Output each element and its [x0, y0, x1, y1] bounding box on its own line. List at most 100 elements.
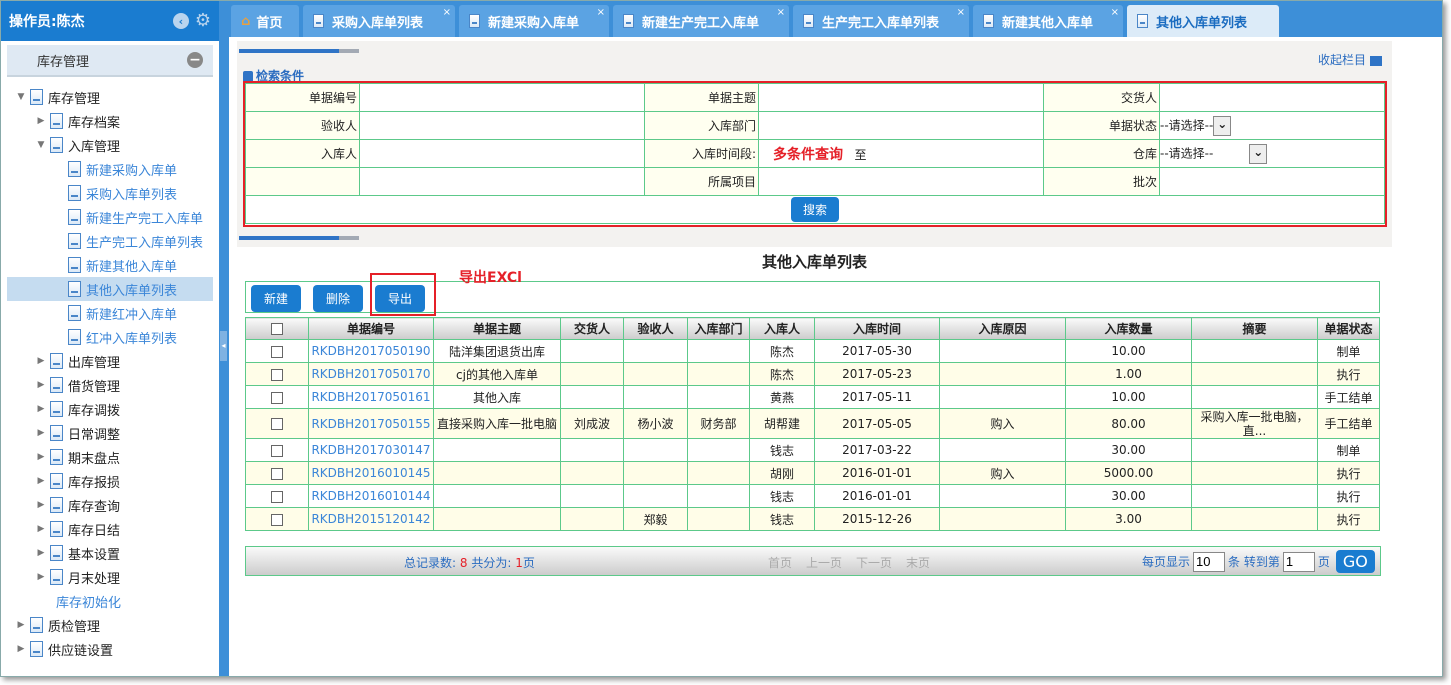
prev-page-link[interactable]: 上一页 — [806, 556, 843, 570]
doc-no-link[interactable]: RKDBH2017030147 — [311, 443, 431, 457]
doc-no-link[interactable]: RKDBH2016010145 — [311, 466, 431, 480]
tab[interactable]: 新建生产完工入库单 × — [613, 5, 789, 37]
column-header[interactable]: 单据状态 — [1317, 317, 1380, 340]
close-icon[interactable]: × — [776, 7, 785, 18]
sidebar-item[interactable]: ▶ 日常调整 — [7, 421, 213, 445]
table-row[interactable]: RKDBH2017050155 直接采购入库一批电脑 刘成波 杨小波 财务部 胡帮建 201… — [245, 408, 1380, 439]
tab[interactable]: ⌂ 首页 — [231, 5, 299, 37]
sidebar-item[interactable]: ▶ 库存日结 — [7, 517, 213, 541]
table-row[interactable]: RKDBH2017050161 其他入库 黄燕 2017-05-11 10.00 手工结单 — [245, 385, 1380, 409]
sidebar-item[interactable]: ▶ 基本设置 — [7, 541, 213, 565]
batch-input[interactable] — [1159, 167, 1385, 196]
collapsed-arrow-icon[interactable]: ▶ — [37, 428, 45, 438]
column-header[interactable]: 交货人 — [560, 317, 624, 340]
collapse-panel-icon[interactable]: − — [187, 52, 203, 68]
last-page-link[interactable]: 末页 — [906, 556, 931, 570]
goto-page-input[interactable] — [1282, 551, 1315, 572]
receiver-input[interactable] — [359, 111, 645, 140]
collapsed-arrow-icon[interactable]: ▶ — [37, 476, 45, 486]
deliverer-input[interactable] — [1159, 83, 1385, 112]
doc-no-link[interactable]: RKDBH2017050190 — [311, 344, 431, 358]
row-checkbox[interactable] — [245, 408, 309, 439]
expanded-arrow-icon[interactable]: ▼ — [37, 140, 45, 150]
sidebar-item[interactable]: ▶ 库存报损 — [7, 469, 213, 493]
per-page-input[interactable] — [1193, 551, 1226, 572]
collapsed-arrow-icon[interactable]: ▶ — [37, 524, 45, 534]
sidebar-item[interactable]: ▼ 入库管理 — [7, 133, 213, 157]
sidebar-item[interactable]: 新建其他入库单 — [7, 253, 213, 277]
expanded-arrow-icon[interactable]: ▼ — [17, 92, 25, 102]
splitter-handle-icon[interactable]: ◂ — [220, 331, 227, 361]
new-button[interactable]: 新建 — [251, 285, 302, 312]
tab[interactable]: 新建采购入库单 × — [459, 5, 609, 37]
sidebar-item[interactable]: 新建生产完工入库单 — [7, 205, 213, 229]
close-icon[interactable]: × — [1110, 7, 1119, 18]
dept-input[interactable] — [758, 111, 1044, 140]
row-checkbox[interactable] — [245, 484, 309, 508]
chevron-down-icon[interactable]: ⌄ — [1249, 143, 1268, 164]
column-header[interactable]: 入库部门 — [687, 317, 750, 340]
doc-no-link[interactable]: RKDBH2015120142 — [311, 512, 431, 526]
sidebar-item[interactable]: ▶ 供应链设置 — [7, 637, 213, 661]
column-header[interactable]: 入库时间 — [814, 317, 940, 340]
search-button[interactable]: 搜索 — [790, 197, 839, 222]
column-header[interactable]: 验收人 — [623, 317, 688, 340]
table-row[interactable]: RKDBH2017030147 钱志 2017-03-22 30.00 制单 — [245, 438, 1380, 462]
close-icon[interactable]: × — [596, 7, 605, 18]
collapsed-arrow-icon[interactable]: ▶ — [37, 572, 45, 582]
sidebar-item[interactable]: ▶ 出库管理 — [7, 349, 213, 373]
close-icon[interactable]: × — [956, 7, 965, 18]
chevron-down-icon[interactable]: ⌄ — [1213, 115, 1232, 136]
collapsed-arrow-icon[interactable]: ▶ — [37, 380, 45, 390]
collapsed-arrow-icon[interactable]: ▶ — [17, 620, 25, 630]
sidebar-item[interactable]: 新建采购入库单 — [7, 157, 213, 181]
next-page-link[interactable]: 下一页 — [856, 556, 893, 570]
splitter[interactable]: ◂ — [219, 1, 229, 676]
collapsed-arrow-icon[interactable]: ▶ — [37, 404, 45, 414]
sidebar-item[interactable]: 库存初始化 — [7, 589, 213, 613]
collapse-section-link[interactable]: 收起栏目 — [1318, 51, 1382, 68]
doc-no-link[interactable]: RKDBH2017050161 — [311, 390, 431, 404]
tab[interactable]: 新建其他入库单 × — [973, 5, 1123, 37]
period-range[interactable]: 多条件查询 至 — [758, 139, 1044, 168]
column-header[interactable]: 单据编号 — [308, 317, 434, 340]
sidebar-item[interactable]: 其他入库单列表 — [7, 277, 213, 301]
collapsed-arrow-icon[interactable]: ▶ — [37, 548, 45, 558]
delete-button[interactable]: 删除 — [313, 285, 364, 312]
gear-icon[interactable]: ⚙ — [194, 10, 211, 31]
column-header[interactable]: 入库人 — [749, 317, 815, 340]
first-page-link[interactable]: 首页 — [768, 556, 793, 570]
doc-no-link[interactable]: RKDBH2017050155 — [311, 416, 431, 431]
table-row[interactable]: RKDBH2015120142 郑毅 钱志 2015-12-26 3.00 执行 — [245, 507, 1380, 531]
row-checkbox[interactable] — [245, 438, 309, 462]
table-row[interactable]: RKDBH2016010144 钱志 2016-01-01 30.00 执行 — [245, 484, 1380, 508]
sidebar-item[interactable]: 新建红冲入库单 — [7, 301, 213, 325]
tab[interactable]: 采购入库单列表 × — [303, 5, 455, 37]
subject-input[interactable] — [758, 83, 1044, 112]
column-header[interactable]: 单据主题 — [433, 317, 561, 340]
sidebar-item[interactable]: ▶ 库存调拨 — [7, 397, 213, 421]
doc-no-link[interactable]: RKDBH2016010144 — [311, 489, 431, 503]
sidebar-item[interactable]: 红冲入库单列表 — [7, 325, 213, 349]
table-row[interactable]: RKDBH2017050190 陆洋集团退货出库 陈杰 2017-05-30 10.00… — [245, 339, 1380, 363]
collapsed-arrow-icon[interactable]: ▶ — [37, 500, 45, 510]
sidebar-item[interactable]: 生产完工入库单列表 — [7, 229, 213, 253]
sidebar-item[interactable]: ▶ 借货管理 — [7, 373, 213, 397]
doc-no-link[interactable]: RKDBH2017050170 — [311, 367, 431, 381]
sidebar-item[interactable]: ▶ 库存档案 — [7, 109, 213, 133]
sidebar-item[interactable]: ▶ 月末处理 — [7, 565, 213, 589]
row-checkbox[interactable] — [245, 461, 309, 485]
row-checkbox[interactable] — [245, 339, 309, 363]
collapsed-arrow-icon[interactable]: ▶ — [37, 452, 45, 462]
column-header[interactable]: 摘要 — [1191, 317, 1318, 340]
column-header[interactable]: 入库原因 — [939, 317, 1066, 340]
column-header[interactable]: 入库数量 — [1065, 317, 1192, 340]
tab[interactable]: 生产完工入库单列表 × — [793, 5, 969, 37]
row-checkbox[interactable] — [245, 385, 309, 409]
row-checkbox[interactable] — [245, 507, 309, 531]
select-all-checkbox[interactable] — [245, 317, 309, 340]
table-row[interactable]: RKDBH2017050170 cj的其他入库单 陈杰 2017-05-23 1.00 执… — [245, 362, 1380, 386]
sidebar-item[interactable]: ▶ 库存查询 — [7, 493, 213, 517]
status-select[interactable]: --请选择-- ⌄ — [1159, 111, 1385, 140]
collapsed-arrow-icon[interactable]: ▶ — [37, 356, 45, 366]
